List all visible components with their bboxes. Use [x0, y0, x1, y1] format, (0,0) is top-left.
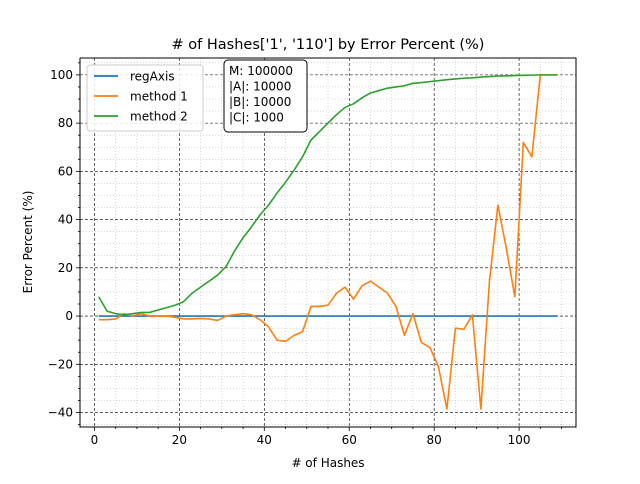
series-line-method-2: [97, 74, 558, 316]
legend: regAxis method 1 method 2: [86, 64, 204, 132]
annotation-line: |B|: 10000: [229, 95, 291, 109]
x-tick-label: 60: [342, 433, 357, 447]
y-tick-label: 0: [65, 309, 73, 323]
series-layer: [97, 74, 558, 410]
legend-box: [86, 64, 204, 132]
x-tick-label: 100: [508, 433, 531, 447]
y-tick-label: 60: [58, 164, 73, 178]
legend-label-regaxis: regAxis: [130, 70, 175, 84]
x-tick-label: 80: [427, 433, 442, 447]
chart-title: # of Hashes['1', '110'] by Error Percent…: [172, 37, 485, 53]
legend-label-method-1: method 1: [130, 90, 188, 104]
annotation-line: |A|: 10000: [229, 80, 291, 94]
x-tick-label: 0: [91, 433, 99, 447]
x-tick-label: 20: [172, 433, 187, 447]
annotation-line: M: 100000: [229, 64, 293, 78]
axis-ticks: 0 20 40 60 80 100 −40 −20 0 20 40 60 80 100: [48, 62, 562, 447]
y-axis-label: Error Percent (%): [21, 191, 35, 294]
series-line-method-1: [98, 74, 558, 410]
y-tick-label: 100: [50, 68, 73, 82]
x-tick-label: 40: [257, 433, 272, 447]
annotation-frame: [223, 59, 308, 133]
y-tick-label: 80: [58, 116, 73, 130]
y-tick-label: −20: [48, 357, 73, 371]
y-tick-label: 20: [58, 261, 73, 275]
legend-label-method-2: method 2: [130, 110, 188, 124]
y-tick-label: 40: [58, 213, 73, 227]
x-axis-label: # of Hashes: [291, 456, 364, 470]
y-tick-label: −40: [48, 406, 73, 420]
annotation-box: M: 100000 |A|: 10000|B|: 10000 |C|: 1000: [223, 59, 308, 133]
annotation-line: |C|: 1000: [229, 111, 284, 125]
